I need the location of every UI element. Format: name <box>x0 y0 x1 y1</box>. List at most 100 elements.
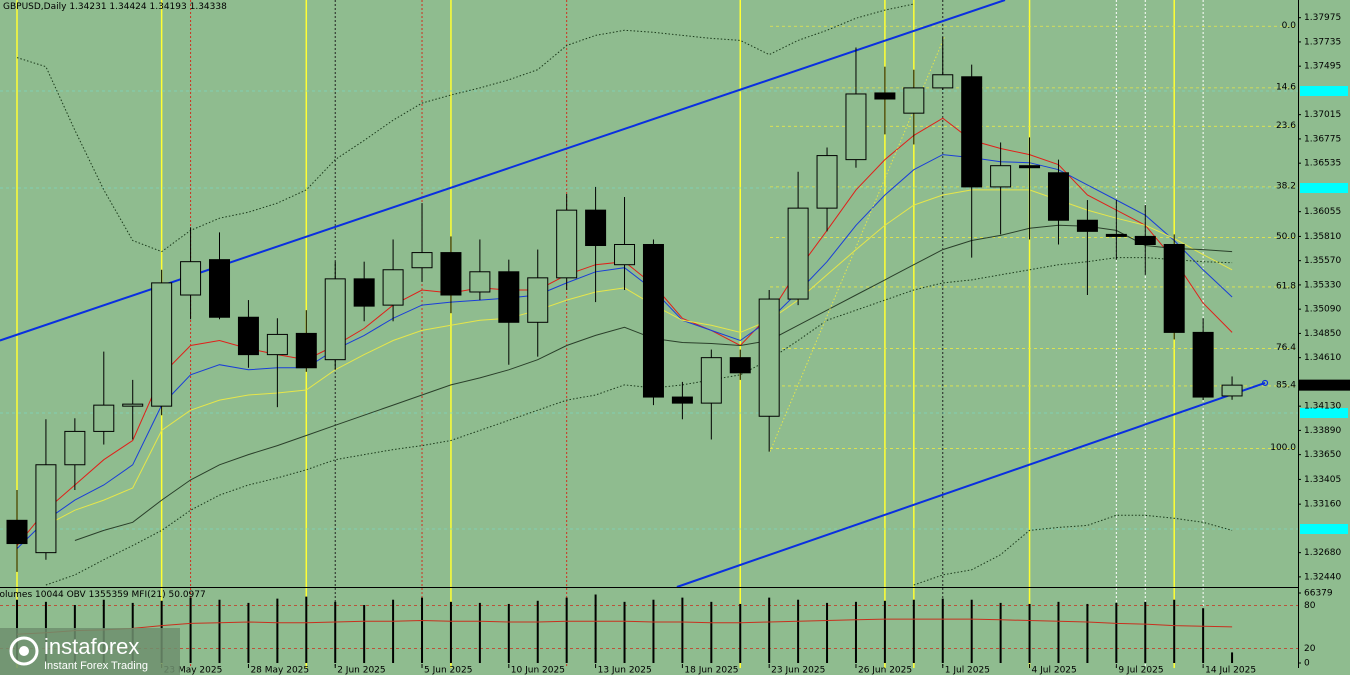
mfi-value: 50.0977 <box>169 590 206 600</box>
x-tick-label: 1 Jul 2025 <box>945 666 990 675</box>
y-tick-label: 1.36775 <box>1304 134 1341 144</box>
y-tick-label: 1.32680 <box>1304 548 1341 558</box>
candle-body <box>266 333 288 356</box>
indicator-line <box>45 189 1233 526</box>
level-marker <box>1300 86 1348 96</box>
candle-body <box>787 207 809 300</box>
y-tick-label: 1.35810 <box>1304 232 1341 242</box>
volumes-value: 10044 <box>35 590 64 600</box>
mfi-tick-label: 20 <box>1304 644 1316 654</box>
y-tick-label: 1.37735 <box>1304 37 1341 47</box>
candle-body <box>758 298 780 417</box>
mfi-tick-label: 0 <box>1304 659 1310 669</box>
y-tick-label: 1.35570 <box>1304 256 1341 266</box>
fib-label: 14.6 <box>1276 82 1296 92</box>
candle-body <box>180 261 202 296</box>
fib-label: 61.8 <box>1276 281 1296 291</box>
x-tick-label: 23 Jun 2025 <box>771 666 825 675</box>
level-marker <box>1300 524 1348 534</box>
candle-body <box>1047 172 1069 221</box>
candle-body <box>35 464 57 554</box>
obv-label: OBV <box>67 590 87 600</box>
fib-label: 23.6 <box>1276 121 1296 131</box>
x-tick-label: 14 Jul 2025 <box>1205 666 1256 675</box>
candle-body <box>874 92 896 100</box>
fib-label: 38.2 <box>1276 181 1296 191</box>
candle-body <box>6 519 28 545</box>
y-tick-label: 1.36535 <box>1304 159 1341 169</box>
candle-body <box>469 271 491 293</box>
x-tick-label: 10 Jun 2025 <box>511 666 565 675</box>
candle-body <box>961 76 983 188</box>
current-price-box <box>1299 379 1350 391</box>
candle-body <box>585 209 607 247</box>
ohlc-high: 1.34424 <box>109 2 146 12</box>
fib-label: 0.0 <box>1282 21 1297 31</box>
fib-label: 85.4 <box>1276 380 1296 390</box>
ohlc-open: 1.34231 <box>69 2 106 12</box>
x-tick-label: 4 Jul 2025 <box>1032 666 1077 675</box>
ohlc-close: 1.34338 <box>190 2 227 12</box>
logo-box <box>0 628 180 675</box>
y-tick-label: 1.37015 <box>1304 110 1341 120</box>
candle-body <box>845 93 867 161</box>
y-tick-label: 1.32440 <box>1304 572 1341 582</box>
candle-body <box>729 357 751 374</box>
y-tick-label: 1.35330 <box>1304 280 1341 290</box>
volume-tick-label: 66379 <box>1304 589 1333 599</box>
x-tick-label: 18 Jun 2025 <box>684 666 738 675</box>
logo: instaforex Instant Forex Trading <box>0 628 180 675</box>
y-tick-label: 1.34130 <box>1304 402 1341 412</box>
ohlc-low: 1.34193 <box>150 2 187 12</box>
candle-body <box>411 252 433 269</box>
indicator-line <box>16 3 914 253</box>
level-marker <box>1300 408 1348 418</box>
candle-body <box>237 316 259 356</box>
symbol: GBPUSD,Daily <box>3 2 67 12</box>
candle-body <box>671 396 693 404</box>
fib-label: 76.4 <box>1276 343 1296 353</box>
candle-body <box>556 209 578 279</box>
trend-line <box>676 381 1266 588</box>
fib-label: 50.0 <box>1276 232 1296 242</box>
candle-body <box>932 74 954 89</box>
candle-body <box>1163 243 1185 333</box>
candle-body <box>498 271 520 323</box>
candle-body <box>990 165 1012 188</box>
y-tick-label: 1.34850 <box>1304 329 1341 339</box>
x-tick-label: 13 Jun 2025 <box>598 666 652 675</box>
current-price: 1.34338 <box>1304 381 1341 391</box>
candle-body <box>93 404 115 432</box>
candle-body <box>1192 331 1214 398</box>
x-tick-label: 5 Jun 2025 <box>424 666 472 675</box>
y-tick-label: 1.33405 <box>1304 475 1341 485</box>
candle-body <box>1076 219 1098 232</box>
candle-body <box>324 278 346 361</box>
indicator-header: Volumes 10044 OBV 1355359 MFI(21) 50.097… <box>0 590 206 600</box>
candle-body <box>816 155 838 209</box>
y-tick-label: 1.36055 <box>1304 207 1341 217</box>
candle-body <box>1221 384 1243 397</box>
candle-body <box>64 430 86 466</box>
logo-icon <box>9 636 39 666</box>
logo-icon-dot <box>19 646 29 656</box>
candle-body <box>382 269 404 306</box>
candle-body <box>1019 165 1041 169</box>
fib-label: 100.0 <box>1270 443 1296 453</box>
candle-body <box>903 87 925 114</box>
candle-body <box>440 252 462 296</box>
obv-value: 1355359 <box>89 590 129 600</box>
plot-area: 0.0 14.6 23.6 38.2 50.0 61.8 76.4 85.4 100.0 <box>0 0 1296 663</box>
mfi-tick-label: 80 <box>1304 601 1316 611</box>
x-tick-label: 2 Jun 2025 <box>337 666 385 675</box>
y-tick-label: 1.33650 <box>1304 450 1341 460</box>
volumes-label: Volumes <box>0 590 32 600</box>
x-tick-label: 23 May 2025 <box>164 666 223 675</box>
logo-tagline: Instant Forex Trading <box>44 660 148 672</box>
candle-body <box>642 243 664 398</box>
mfi-label: MFI(21) <box>132 590 166 600</box>
candle-body <box>151 282 173 407</box>
y-tick-label: 1.34610 <box>1304 353 1341 363</box>
